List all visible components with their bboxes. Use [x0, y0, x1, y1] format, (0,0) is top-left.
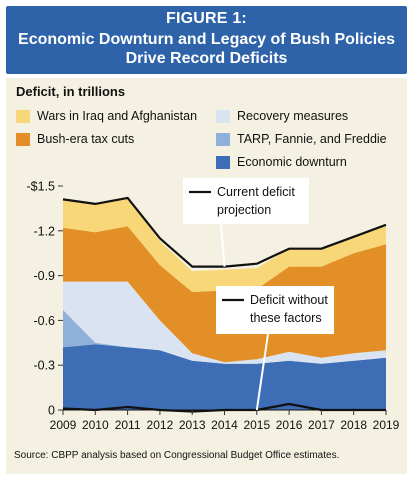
x-tick-label: 2013	[179, 418, 206, 432]
annotations-layer: Current deficit projection Deficit without…	[183, 178, 334, 411]
x-tick-label: 2011	[115, 418, 141, 432]
annotation-text-line-1: Current deficit	[217, 185, 295, 199]
figure-header: FIGURE 1: Economic Downturn and Legacy o…	[6, 6, 407, 74]
y-tick-label: -0.9	[33, 269, 55, 283]
y-tick-label: -1.2	[33, 224, 55, 238]
x-tick-label: 2010	[82, 418, 109, 432]
stacked-area-chart: 0-0.3-0.6-0.9-1.2-$1.5 2009 2010 2011 2012 2…	[27, 178, 400, 432]
legend-item-tax-cuts: Bush-era tax cuts	[16, 131, 134, 147]
legend-item-wars: Wars in Iraq and Afghanistan	[16, 108, 197, 124]
x-tick-label: 2017	[308, 418, 335, 432]
legend-swatch-economic-downturn	[216, 155, 230, 169]
legend-label-economic-downturn: Economic downturn	[237, 155, 347, 169]
legend-label-tax-cuts: Bush-era tax cuts	[37, 132, 135, 146]
y-tick-label: -$1.5	[27, 180, 56, 194]
figure-label: FIGURE 1:	[166, 10, 247, 27]
annotation-text-line-2: projection	[217, 203, 271, 217]
annotation-leader	[255, 333, 269, 411]
legend-label-tarp: TARP, Fannie, and Freddie	[237, 132, 387, 146]
legend-swatch-recovery	[216, 109, 230, 123]
legend-swatch-tax-cuts	[16, 132, 30, 146]
x-tick-label: 2009	[50, 418, 77, 432]
y-tick-label: -0.3	[33, 359, 55, 373]
area-economic-downturn	[63, 344, 386, 410]
annotation-box	[183, 178, 309, 224]
chart-title-line-1: Economic Downturn and Legacy of Bush Pol…	[18, 31, 395, 48]
annotation-leader	[220, 223, 226, 267]
x-tick-label: 2015	[243, 418, 270, 432]
chart-title-line-2: Drive Record Deficits	[125, 50, 288, 67]
x-tick-label: 2019	[373, 418, 400, 432]
y-axis: 0 -0.3 -0.6 -0.9 -1.2 -$1.5	[27, 180, 63, 418]
area-wars-in-iraq-and-afghanistan	[63, 197, 386, 292]
x-tick-label: 2012	[147, 418, 174, 432]
legend-label-wars: Wars in Iraq and Afghanistan	[37, 109, 198, 123]
annotation-box	[216, 286, 334, 334]
y-tick-label: -0.6	[33, 314, 55, 328]
x-tick-label: 2014	[211, 418, 238, 432]
annotation-text-line-1: Deficit without	[250, 293, 328, 307]
x-tick-label: 2018	[340, 418, 367, 432]
x-tick-label: 2016	[276, 418, 303, 432]
chart-panel: Deficit, in trillions Wars in Iraq and A…	[6, 78, 407, 474]
legend-item-recovery: Recovery measures	[216, 108, 348, 124]
y-tick-label: 0	[48, 404, 55, 418]
legend-item-tarp: TARP, Fannie, and Freddie	[216, 131, 387, 147]
area-recovery-measures	[63, 281, 386, 364]
legend-item-economic-downturn: Economic downturn	[216, 154, 347, 170]
legend-swatch-tarp	[216, 132, 230, 146]
annotation-text-line-2: these factors	[250, 311, 322, 325]
x-axis: 2009 2010 2011 2012 2013 2014 2015 2016 2017 2018…	[50, 410, 400, 432]
legend-label-recovery: Recovery measures	[237, 109, 349, 123]
legend-swatch-wars	[16, 109, 30, 123]
y-axis-title: Deficit, in trillions	[16, 84, 126, 99]
source-note: Source: CBPP analysis based on Congressi…	[14, 450, 340, 461]
